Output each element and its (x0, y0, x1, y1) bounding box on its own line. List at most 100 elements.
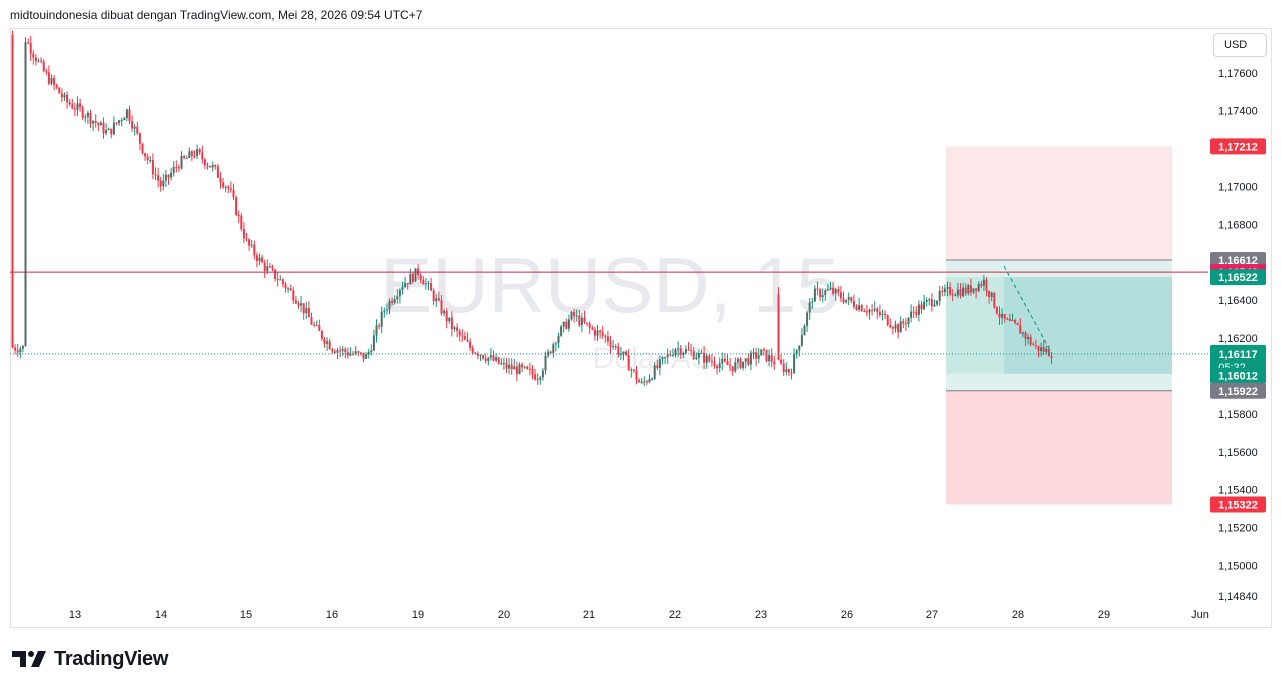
candle-body (242, 228, 245, 239)
candle-body (884, 313, 887, 316)
candle-body (500, 363, 503, 365)
candle-body (388, 300, 391, 310)
candle-body (749, 352, 752, 365)
candle-body (946, 287, 949, 289)
candle-body (162, 180, 165, 187)
candle-body (894, 324, 897, 329)
candle-body (196, 149, 199, 157)
candle-body (768, 355, 771, 362)
candle-body (917, 304, 920, 315)
candle-body (63, 94, 66, 98)
target-bottom-label-bg (1210, 367, 1266, 384)
tradingview-logo[interactable]: TradingView (12, 647, 168, 671)
candle-body (951, 294, 954, 296)
position-zones[interactable] (946, 146, 1172, 505)
candle-body (964, 287, 967, 294)
candle-body (1003, 314, 1006, 319)
candle-body (133, 126, 136, 129)
x-tick-label: 15 (240, 609, 252, 621)
candle-body (37, 60, 40, 62)
candle-body (198, 149, 201, 153)
y-axis[interactable]: 1,17600 1,17400 1,17000 1,16800 1,16400 1,162… (1218, 68, 1258, 603)
candle-body (1014, 319, 1017, 323)
watermark-symbol: EURUSD, 15 (380, 241, 839, 329)
candle-body (726, 361, 729, 366)
candle-body (508, 364, 511, 369)
candle-body (40, 60, 43, 62)
candle-body (97, 123, 100, 126)
candle-body (523, 366, 526, 368)
candle-body (536, 379, 539, 381)
candle-body (274, 269, 277, 279)
candle-body (839, 292, 842, 299)
x-axis[interactable]: 13 14 15 16 19 20 21 22 23 26 27 28 29 Jun (69, 609, 1209, 621)
candle-body (518, 364, 521, 374)
x-tick-label: 27 (926, 609, 938, 621)
candle-body (941, 290, 944, 293)
candle-body (824, 290, 827, 296)
candle-body (1029, 336, 1032, 345)
candle-body (949, 287, 952, 295)
candle-body (988, 290, 991, 298)
candle-body (393, 299, 396, 303)
candle-body (811, 301, 814, 303)
candle-body (201, 152, 204, 160)
price-lines (10, 271, 1208, 355)
y-tick-label: 1,17000 (1218, 182, 1258, 194)
candle-body (19, 348, 22, 353)
stop-zone-upper (946, 146, 1172, 261)
candle-body (419, 275, 422, 280)
candle-body (721, 358, 724, 364)
candle-body (92, 120, 95, 124)
candle-body (315, 325, 318, 327)
candle-body (1037, 345, 1040, 352)
candle-body (86, 112, 89, 117)
y-tick-label: 1,15200 (1218, 523, 1258, 535)
candle-body (437, 298, 440, 301)
currency-button[interactable]: USD (1213, 33, 1267, 57)
candle-body (666, 354, 669, 358)
entry2-label: 1,15922 (1218, 386, 1258, 398)
candle-body (266, 266, 269, 271)
candle-body (146, 156, 149, 161)
candle-body (762, 349, 765, 351)
candle-body (684, 349, 687, 353)
candle-body (344, 348, 347, 353)
candle-body (865, 311, 868, 313)
candle-body (115, 122, 118, 124)
candle-body (53, 78, 56, 85)
y-tick-label: 1,15400 (1218, 485, 1258, 497)
candle-body (690, 350, 693, 352)
candle-body (554, 343, 557, 345)
candle-body (375, 325, 378, 336)
candle-body (609, 341, 612, 347)
candle-body (216, 166, 219, 178)
candle-body (816, 288, 819, 290)
chart-frame (10, 28, 1272, 628)
x-tick-label: 21 (583, 609, 595, 621)
candle-body (736, 358, 739, 363)
candle-body (245, 238, 248, 240)
candle-body (489, 355, 492, 358)
candle-body (627, 355, 630, 371)
candle-body (424, 283, 427, 285)
candle-body (24, 42, 27, 346)
candle-body (279, 279, 282, 281)
candle-body (510, 364, 513, 370)
candle-body (365, 354, 368, 359)
candle-body (852, 300, 855, 307)
candle-body (458, 330, 461, 336)
candle-body (860, 305, 863, 312)
candle-body (845, 299, 848, 303)
candle-body (910, 311, 913, 318)
candle-body (159, 180, 162, 187)
x-tick-label: 14 (155, 609, 167, 621)
x-tick-label: 20 (498, 609, 510, 621)
stop-bottom-label: 1,15322 (1218, 499, 1258, 511)
candle-body (326, 341, 329, 344)
x-tick-label: 16 (326, 609, 338, 621)
candle-body (190, 151, 193, 157)
candle-body (972, 288, 975, 293)
candle-body (601, 332, 604, 336)
